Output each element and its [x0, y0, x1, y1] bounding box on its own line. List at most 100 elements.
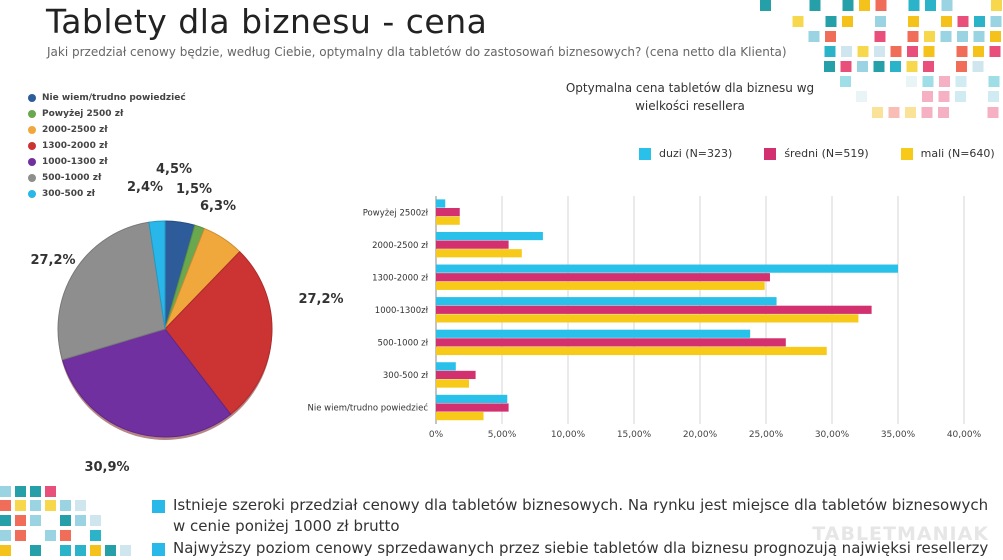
mosaic-tile [60, 545, 71, 556]
x-tick-label: 15,00% [617, 430, 652, 440]
mosaic-tile [60, 530, 71, 541]
bar [436, 199, 446, 208]
mosaic-tile [0, 545, 11, 556]
pie-legend-item: 500-1000 zł [28, 170, 186, 186]
mosaic-tile [824, 46, 836, 57]
bullet-square-icon [152, 500, 165, 513]
mosaic-tile [15, 500, 26, 511]
legend-swatch-icon [764, 147, 777, 160]
mosaic-tile [906, 76, 917, 87]
mosaic-tile [0, 530, 11, 541]
legend-dot-icon [28, 126, 36, 134]
bullet-item: Najwyższy poziom cenowy sprzedawanych pr… [152, 538, 1002, 559]
mosaic-tile [760, 0, 771, 11]
bar [436, 216, 460, 225]
mosaic-tile [989, 46, 1001, 57]
pie-slice [148, 220, 166, 330]
mosaic-tile [973, 31, 985, 42]
mosaic-tile [955, 91, 966, 102]
mosaic-tile [907, 31, 919, 42]
mosaic-tile [857, 61, 868, 72]
mosaic-tile [941, 16, 952, 27]
mosaic-tile [905, 107, 916, 118]
bar [436, 273, 770, 282]
mosaic-tile [922, 91, 933, 102]
mosaic-tile [15, 486, 26, 497]
category-label: 500-1000 zł [377, 339, 428, 349]
mosaic-tile [987, 107, 999, 118]
mosaic-tile [60, 515, 71, 526]
mosaic-tile [105, 545, 116, 556]
x-tick-label: 35,00% [881, 430, 916, 440]
pie-legend: Nie wiem/trudno powiedzieć Powyżej 2500 … [28, 90, 186, 202]
bar-chart-title-line: Optymalna cena tabletów dla biznesu wg [565, 81, 815, 95]
mosaic-tile [888, 107, 900, 118]
mosaic-tile [925, 0, 936, 11]
pie-legend-item: Nie wiem/trudno powiedzieć [28, 90, 186, 106]
mosaic-tile [921, 107, 933, 118]
mosaic-tile [974, 16, 985, 27]
mosaic-tile [0, 486, 11, 497]
mosaic-tile [75, 545, 86, 556]
mosaic-tile [938, 91, 950, 102]
mosaic-tile [956, 46, 968, 57]
x-tick-label: 10,00% [551, 430, 586, 440]
mosaic-tile [924, 31, 935, 42]
mosaic-tile [75, 515, 86, 526]
mosaic-tile [120, 545, 131, 556]
bar [436, 207, 460, 217]
mosaic-tile [956, 61, 967, 72]
mosaic-tile [15, 530, 26, 541]
mosaic-tile [922, 76, 934, 87]
mosaic-tile [988, 91, 999, 102]
bar [436, 394, 508, 404]
mosaic-tile [842, 16, 853, 27]
x-tick-label: 40,00% [947, 430, 982, 440]
mosaic-tile [75, 500, 86, 511]
mosaic-tile [874, 31, 886, 42]
mosaic-tile [30, 545, 41, 556]
mosaic-tile [990, 16, 1002, 27]
mosaic-tile [15, 515, 26, 526]
mosaic-tile [45, 530, 56, 541]
bar-legend-label: duzi (N=323) [659, 147, 733, 160]
mosaic-tile [808, 31, 820, 42]
bar [436, 305, 872, 314]
mosaic-tile [0, 515, 11, 526]
mosaic-tile [907, 46, 918, 57]
mosaic-tile [890, 46, 902, 57]
pie-legend-item: 300-500 zł [28, 186, 186, 202]
bullet-text: Istnieje szeroki przedział cenowy dla ta… [173, 496, 989, 535]
bar [436, 338, 786, 347]
mosaic-tile [939, 76, 950, 87]
bar [436, 329, 751, 338]
pie-value-label: 27,2% [298, 292, 343, 307]
bar [436, 249, 522, 258]
legend-dot-icon [28, 174, 36, 182]
bar [436, 346, 827, 356]
bar-legend-label: mali (N=640) [920, 147, 995, 160]
mosaic-tile [872, 107, 883, 118]
pie-value-label: 4,5% [156, 162, 192, 177]
pie-value-label: 6,3% [200, 199, 236, 214]
pie-legend-label: Nie wiem/trudno powiedzieć [42, 93, 186, 103]
pie-legend-label: 1000-1300 zł [42, 157, 108, 167]
mosaic-tile [30, 486, 41, 497]
mosaic-tile [957, 31, 968, 42]
mosaic-tile [873, 61, 885, 72]
mosaic-tile [874, 46, 885, 57]
x-tick-label: 20,00% [683, 430, 718, 440]
mosaic-tile [875, 16, 886, 27]
mosaic-tile [30, 500, 41, 511]
mosaic-tile [957, 16, 969, 27]
mosaic-tile [60, 500, 71, 511]
mosaic-tile [990, 31, 1001, 42]
pie-legend-item: 1000-1300 zł [28, 154, 186, 170]
category-label: 2000-2500 zł [372, 241, 428, 251]
x-tick-label: 25,00% [749, 430, 784, 440]
mosaic-tile [45, 500, 56, 511]
pie-legend-label: 1300-2000 zł [42, 141, 108, 151]
category-label: Powyżej 2500zł [363, 208, 429, 218]
